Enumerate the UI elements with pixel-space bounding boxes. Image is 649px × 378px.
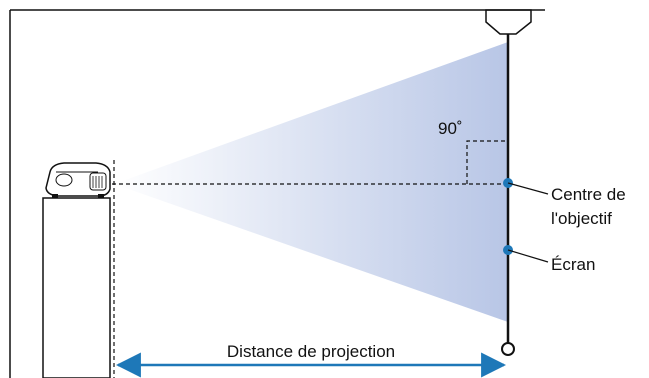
projector-icon (45, 162, 111, 198)
distance-label: Distance de projection (227, 342, 395, 361)
screen-bottom-hook (501, 342, 515, 356)
lens-center-label-line2: l'objectif (551, 209, 612, 228)
lens-center-leader-line (507, 182, 549, 195)
right-angle-marker (466, 140, 508, 184)
screen-label: Écran (551, 255, 595, 274)
screen-leader-line (507, 249, 549, 263)
projector-stand (42, 197, 111, 378)
ceiling-mount-icon (485, 9, 532, 35)
projection-beam (114, 42, 508, 322)
angle-label: 90˚ (438, 119, 463, 138)
lens-center-label-line1: Centre de (551, 185, 626, 204)
